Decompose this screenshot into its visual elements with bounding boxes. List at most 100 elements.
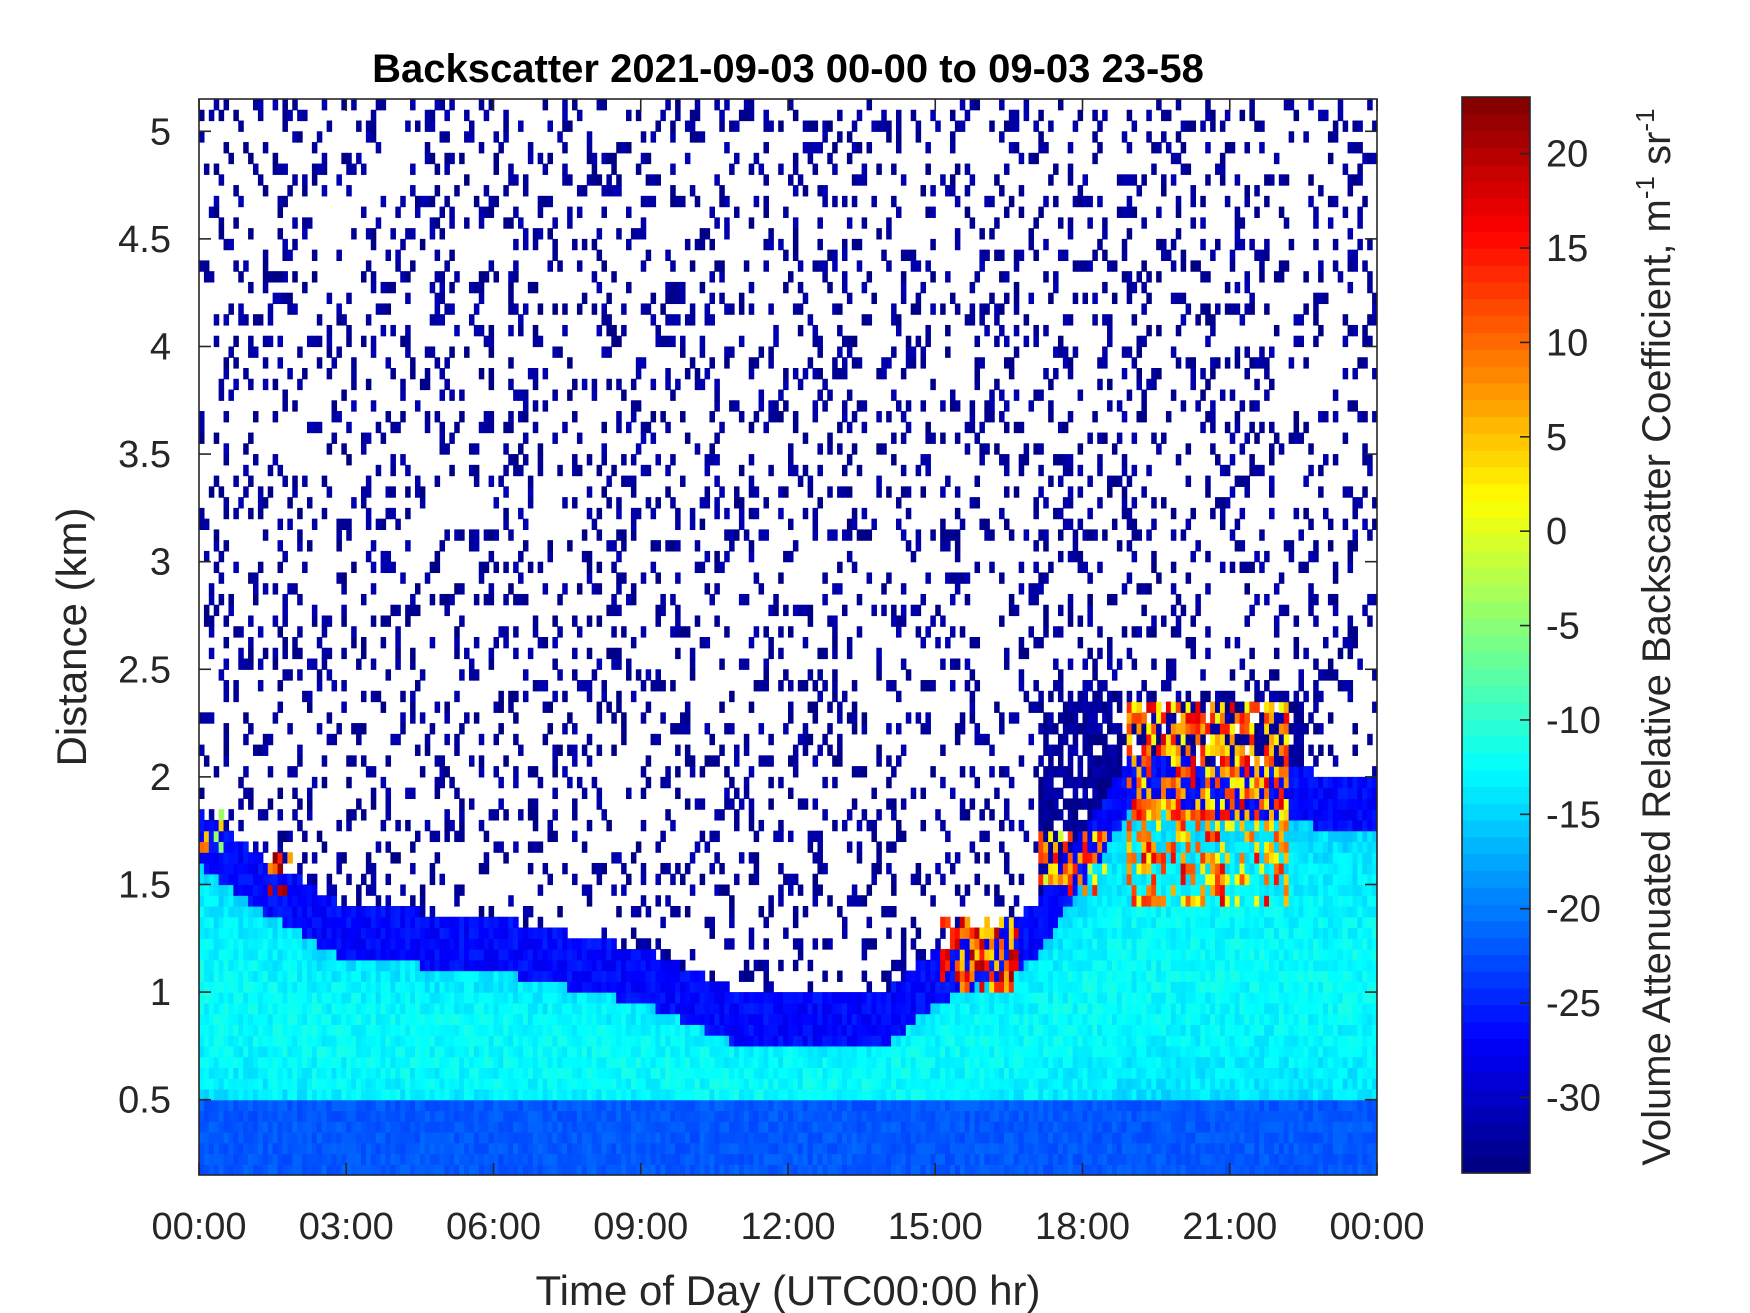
heatmap-cell (370, 1045, 377, 1058)
heatmap-cell (684, 1035, 691, 1047)
heatmap-cell (243, 992, 249, 1004)
heatmap-cell (218, 669, 225, 681)
heatmap-cell (488, 335, 495, 348)
heatmap-cell (827, 895, 833, 907)
heatmap-cell (837, 992, 843, 1004)
heatmap-cell (763, 1153, 769, 1165)
heatmap-cell (508, 1131, 514, 1144)
heatmap-cell (336, 1153, 342, 1165)
heatmap-cell (385, 561, 392, 574)
heatmap-cell (248, 723, 254, 735)
heatmap-cell (783, 1013, 789, 1025)
heatmap-cell (493, 131, 500, 143)
heatmap-cell (503, 120, 509, 132)
heatmap-cell (473, 1164, 480, 1175)
heatmap-cell (351, 916, 357, 929)
heatmap-cell (449, 1024, 455, 1036)
heatmap-cell (292, 1045, 298, 1058)
heatmap-cell (734, 819, 740, 832)
heatmap-cell (277, 335, 284, 348)
heatmap-cell (380, 1164, 387, 1175)
heatmap-cell (557, 1013, 563, 1025)
heatmap-cell (331, 1067, 338, 1079)
heatmap-cell (488, 1088, 495, 1101)
heatmap-cell (552, 1067, 558, 1079)
heatmap-cell (292, 486, 298, 498)
heatmap-cell (360, 949, 367, 961)
heatmap-cell (665, 1013, 671, 1025)
heatmap-cell (478, 1099, 485, 1112)
heatmap-cell (513, 271, 519, 283)
heatmap-cell (395, 970, 401, 982)
heatmap-cell (611, 540, 617, 552)
heatmap-cell (729, 938, 735, 950)
heatmap-cell (213, 766, 220, 778)
heatmap-cell (522, 454, 529, 466)
heatmap-cell (390, 1121, 396, 1133)
heatmap-cell (336, 1088, 342, 1101)
heatmap-cell (233, 852, 239, 864)
heatmap-cell (532, 949, 539, 961)
heatmap-cell (675, 1088, 681, 1101)
heatmap-cell (675, 647, 681, 660)
heatmap-cell (655, 1013, 661, 1025)
heatmap-cell (626, 1056, 632, 1068)
heatmap-cell (449, 1088, 455, 1101)
heatmap-cell (837, 970, 843, 982)
heatmap-cell (542, 163, 549, 175)
heatmap-cell (419, 981, 426, 993)
heatmap-cell (199, 927, 205, 939)
heatmap-cell (827, 389, 833, 401)
heatmap-cell (665, 1056, 671, 1068)
heatmap-cell (277, 206, 284, 218)
heatmap-cell (783, 1099, 789, 1112)
heatmap-cell (547, 120, 553, 132)
heatmap-cell (488, 916, 495, 929)
heatmap-cell (601, 927, 607, 939)
heatmap-cell (680, 281, 686, 294)
heatmap-cell (331, 1024, 338, 1036)
heatmap-cell (380, 970, 387, 982)
heatmap-cell (557, 906, 563, 918)
heatmap-cell (468, 669, 475, 681)
heatmap-cell (606, 324, 612, 337)
heatmap-cell (567, 1078, 573, 1090)
heatmap-cell (542, 959, 549, 972)
heatmap-cell (380, 1142, 387, 1155)
heatmap-cell (302, 281, 308, 294)
heatmap-cell (503, 1153, 509, 1165)
heatmap-cell (321, 927, 328, 939)
heatmap-cell (365, 260, 372, 272)
heatmap-cell (812, 1024, 819, 1036)
heatmap-cell (498, 1142, 504, 1155)
heatmap-cell (326, 346, 333, 358)
heatmap-cell (405, 916, 411, 929)
heatmap-cell (650, 1035, 657, 1047)
heatmap-cell (375, 518, 382, 530)
heatmap-cell (837, 1164, 843, 1175)
heatmap-cell (621, 142, 627, 154)
heatmap-cell (262, 281, 269, 294)
heatmap-cell (213, 852, 220, 864)
heatmap-cell (326, 1131, 333, 1144)
heatmap-cell (203, 1078, 210, 1090)
heatmap-cell (812, 120, 819, 132)
heatmap-cell (282, 604, 288, 617)
heatmap-cell (488, 1153, 495, 1165)
heatmap-cell (527, 1013, 534, 1025)
heatmap-cell (689, 518, 696, 530)
heatmap-cell (827, 1002, 833, 1015)
heatmap-cell (424, 1131, 431, 1144)
heatmap-cell (508, 1164, 514, 1175)
heatmap-cell (306, 335, 313, 348)
heatmap-cell (297, 862, 303, 875)
heatmap-cell (390, 1142, 396, 1155)
heatmap-cell (601, 1035, 607, 1047)
heatmap-cell (429, 1002, 436, 1015)
heatmap-cell (675, 195, 681, 208)
heatmap-cell (370, 884, 377, 896)
heatmap-cell (621, 540, 627, 552)
heatmap-cell (650, 1131, 657, 1144)
heatmap-cell (262, 970, 269, 982)
heatmap-cell (763, 1164, 769, 1175)
